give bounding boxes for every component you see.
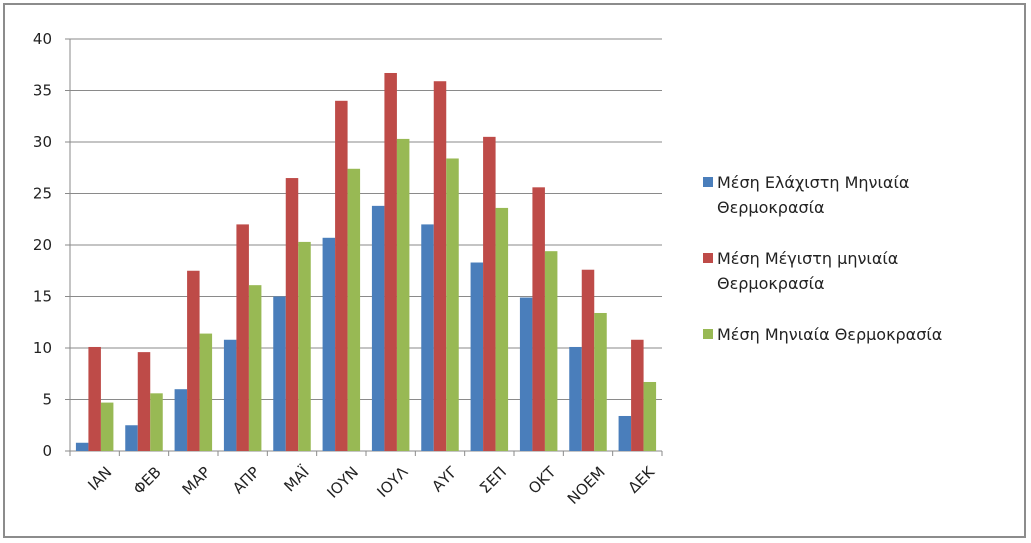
bar <box>544 251 558 451</box>
y-tick-label: 40 <box>33 30 52 48</box>
y-tick-label: 30 <box>33 133 52 151</box>
bar <box>421 224 434 451</box>
bar <box>569 346 582 451</box>
x-tick-label: ΙΑΝ <box>84 463 115 494</box>
bar <box>631 339 644 451</box>
bar <box>322 237 336 451</box>
legend-label: Μέση Μέγιστη μηνιαία <box>717 249 898 268</box>
bar <box>137 352 151 451</box>
x-tick-labels: ΙΑΝ ΦΕΒ ΜΑΡ ΑΠΡ ΜΑΪ ΙΟΥΝ ΙΟΥΛ ΑΥΓ ΣΕΠ ΟΚΤ ΝΟΕΜ ΔΕΚ <box>84 462 659 508</box>
chart-frame <box>3 3 1026 538</box>
y-tick-label: 5 <box>42 391 52 409</box>
bars <box>75 72 657 452</box>
bar <box>446 158 459 452</box>
legend-entry: Μέση Μηνιαία Θερμοκρασία <box>703 325 942 344</box>
y-tick-label: 35 <box>33 82 52 100</box>
bar <box>470 262 484 451</box>
x-tick-label: ΣΕΠ <box>476 463 510 497</box>
x-tick-label: ΔΕΚ <box>624 462 658 496</box>
y-tick-label: 25 <box>33 185 52 203</box>
y-tick-label: 10 <box>33 339 52 357</box>
legend-entry: Μέση Ελάχιστη Μηνιαία Θερμοκρασία <box>703 173 909 217</box>
bar <box>594 312 607 451</box>
bar <box>75 442 89 451</box>
legend-swatch <box>703 253 713 263</box>
bar <box>199 333 213 451</box>
x-tick-label: ΑΠΡ <box>229 463 263 497</box>
bar <box>532 187 545 451</box>
legend-label: Μέση Μηνιαία Θερμοκρασία <box>717 325 942 344</box>
x-tick-label: ΦΕΒ <box>130 463 165 498</box>
legend-label: Θερμοκρασία <box>717 198 825 217</box>
bar <box>223 339 237 451</box>
bar <box>433 81 447 451</box>
bar <box>150 393 163 451</box>
y-tick-label: 0 <box>42 442 52 460</box>
x-tick-label: ΑΥΓ <box>428 463 461 496</box>
x-tick-label: ΟΚΤ <box>525 462 560 497</box>
bar <box>125 425 138 451</box>
legend-swatch <box>703 177 713 187</box>
legend-swatch <box>703 329 713 339</box>
bar <box>643 381 657 451</box>
bar <box>396 138 410 451</box>
bar <box>88 346 101 451</box>
bar <box>100 402 114 451</box>
gridlines <box>70 38 662 400</box>
legend-label: Μέση Ελάχιστη Μηνιαία <box>717 173 909 192</box>
y-tick-label: 15 <box>33 288 52 306</box>
legend-label: Θερμοκρασία <box>717 274 825 293</box>
bar <box>618 415 632 451</box>
bar <box>495 207 509 451</box>
y-tick-label: 20 <box>33 236 52 254</box>
bar <box>285 178 299 452</box>
x-tick-label: ΙΟΥΛ <box>373 463 411 501</box>
bar <box>347 168 361 451</box>
bar <box>248 285 262 451</box>
bar <box>335 100 348 452</box>
bar <box>483 136 496 451</box>
y-tick-labels: 0 5 10 15 20 25 30 35 40 <box>33 30 52 460</box>
bar <box>371 205 385 451</box>
bar <box>187 270 200 451</box>
x-tick-label: ΜΑΪ <box>280 462 313 495</box>
legend-entry: Μέση Μέγιστη μηνιαία Θερμοκρασία <box>703 249 898 293</box>
bar <box>298 241 311 451</box>
x-tick-label: ΜΑΡ <box>179 463 215 499</box>
x-tick-label: ΝΟΕΜ <box>564 463 609 508</box>
bar <box>384 72 397 452</box>
bar <box>581 269 595 451</box>
bar <box>519 297 533 451</box>
bar <box>273 296 286 451</box>
x-tick-label: ΙΟΥΝ <box>323 463 362 502</box>
bar <box>236 224 249 451</box>
bar <box>174 389 188 451</box>
axes <box>65 38 663 456</box>
